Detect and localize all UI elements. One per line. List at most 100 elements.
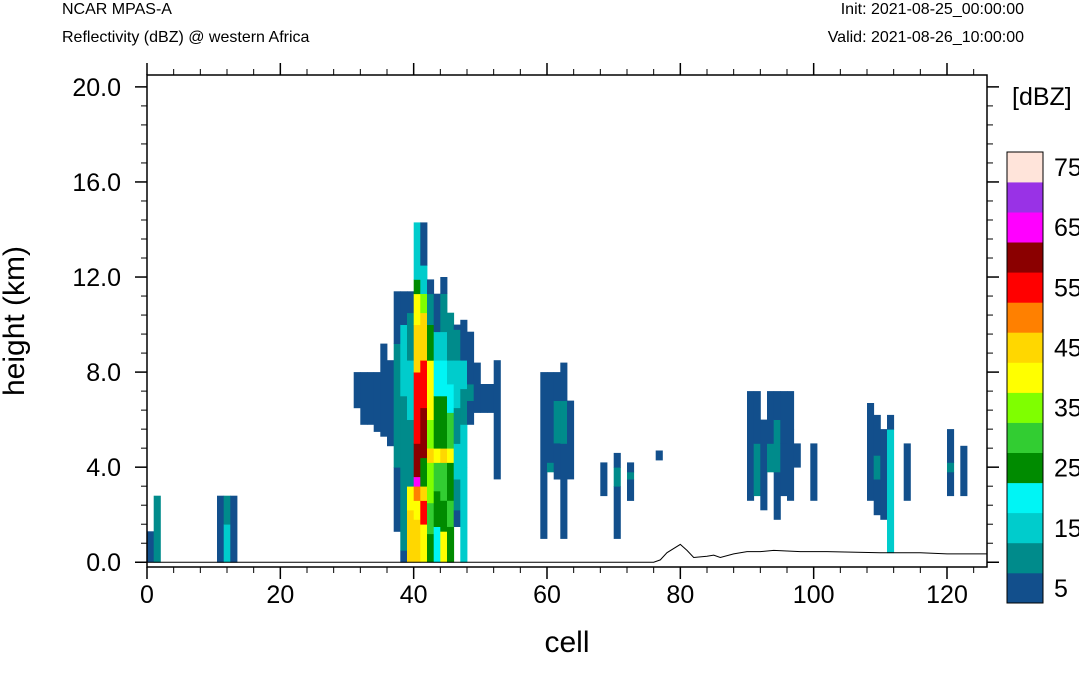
y-axis-title: height (km) [0, 246, 31, 396]
reflectivity-cell [467, 372, 475, 385]
reflectivity-cell [387, 360, 395, 447]
reflectivity-cell [887, 414, 895, 430]
plot-frame [146, 74, 988, 568]
reflectivity-cell [567, 400, 575, 480]
reflectivity-cell [407, 486, 415, 511]
colorbar-swatch [1007, 332, 1043, 363]
reflectivity-cell [453, 510, 461, 527]
y-tick-label: 8.0 [86, 359, 121, 387]
reflectivity-cell [493, 360, 501, 480]
reflectivity-cell [433, 490, 441, 527]
reflectivity-cell [380, 343, 388, 437]
y-tick-label: 20.0 [72, 74, 121, 102]
reflectivity-cell [547, 462, 555, 473]
reflectivity-cell [873, 479, 881, 516]
reflectivity-cell [947, 471, 955, 497]
reflectivity-cell [147, 531, 155, 563]
colorbar-label: 65 [1054, 214, 1079, 242]
reflectivity-cell [460, 424, 468, 468]
colorbar-label: 25 [1054, 455, 1079, 483]
reflectivity-cell [600, 462, 608, 497]
colorbar-swatch [1007, 272, 1043, 303]
valid-time: Valid: 2021-08-26_10:00:00 [827, 29, 1024, 46]
reflectivity-cell [420, 500, 428, 525]
reflectivity-cell [400, 324, 408, 397]
reflectivity-cell [413, 279, 421, 295]
reflectivity-cell [400, 395, 408, 504]
x-tick-label: 120 [926, 581, 968, 609]
colorbar-title: [dBZ] [1012, 83, 1072, 111]
reflectivity-cell [400, 502, 408, 551]
reflectivity-cell [440, 500, 448, 532]
reflectivity-cell [627, 479, 635, 501]
reflectivity-cell [400, 291, 408, 325]
reflectivity-cell [427, 502, 435, 535]
y-tick-label: 12.0 [72, 264, 121, 292]
reflectivity-cell [427, 448, 435, 463]
init-time: Init: 2021-08-25_00:00:00 [840, 1, 1024, 18]
reflectivity-cell [793, 443, 801, 468]
x-tick-label: 80 [666, 581, 694, 609]
reflectivity-cell [427, 360, 435, 420]
reflectivity-cell [413, 519, 421, 563]
colorbar-swatch [1007, 362, 1043, 393]
reflectivity-cell [400, 550, 408, 563]
reflectivity-cell [420, 265, 428, 294]
reflectivity-cell [613, 467, 621, 487]
reflectivity-cell [420, 222, 428, 266]
reflectivity-cell [420, 293, 428, 314]
reflectivity-cell [230, 495, 238, 563]
reflectivity-cell [553, 400, 561, 444]
reflectivity-cell [447, 360, 455, 385]
reflectivity-cell [413, 443, 421, 478]
reflectivity-cell [393, 467, 401, 532]
reflectivity-cell [393, 343, 401, 468]
reflectivity-cell [407, 312, 415, 361]
reflectivity-cell [447, 312, 455, 361]
reflectivity-cell [947, 462, 955, 473]
reflectivity-cell [413, 476, 421, 487]
reflectivity-cell [867, 403, 875, 501]
reflectivity-cell [540, 372, 548, 539]
reflectivity-cell [613, 452, 621, 468]
reflectivity-cell [407, 419, 415, 487]
reflectivity-cell [767, 391, 775, 444]
reflectivity-cell [440, 462, 448, 501]
reflectivity-cell [880, 429, 888, 520]
colorbar-swatch [1007, 542, 1043, 574]
reflectivity-cell [655, 450, 663, 461]
colorbar-swatch [1007, 452, 1043, 484]
reflectivity-cell [553, 372, 561, 401]
reflectivity-cell [420, 524, 428, 563]
reflectivity-cell [427, 462, 435, 504]
reflectivity-cell [780, 391, 788, 444]
reflectivity-cell [773, 391, 781, 420]
reflectivity-cell [873, 455, 881, 480]
reflectivity-cell [153, 495, 161, 563]
reflectivity-cell [420, 407, 428, 459]
y-tick-label: 16.0 [72, 169, 121, 197]
reflectivity-cell [767, 443, 775, 473]
reflectivity-cell [460, 388, 468, 425]
reflectivity-cell [440, 293, 448, 333]
reflectivity-cell [433, 448, 441, 463]
reflectivity-cell [447, 462, 455, 501]
colorbar-swatch [1007, 512, 1043, 544]
reflectivity-cell [427, 533, 435, 563]
colorbar-swatch [1007, 482, 1043, 514]
reflectivity-cell [427, 293, 435, 325]
reflectivity-cell [467, 400, 475, 425]
x-tick-label: 0 [140, 581, 154, 609]
field-subtitle: Reflectivity (dBZ) @ western Africa [62, 29, 310, 46]
reflectivity-cell [433, 360, 441, 397]
reflectivity-cell [453, 443, 461, 480]
reflectivity-cell [473, 362, 481, 413]
colorbar-swatch [1007, 212, 1043, 243]
colorbar-label: 35 [1054, 395, 1079, 423]
model-title: NCAR MPAS-A [62, 1, 172, 18]
reflectivity-cell [223, 495, 231, 525]
reflectivity-cell [440, 360, 448, 397]
reflectivity-cell [753, 443, 761, 497]
colorbar-label: 15 [1054, 515, 1079, 543]
